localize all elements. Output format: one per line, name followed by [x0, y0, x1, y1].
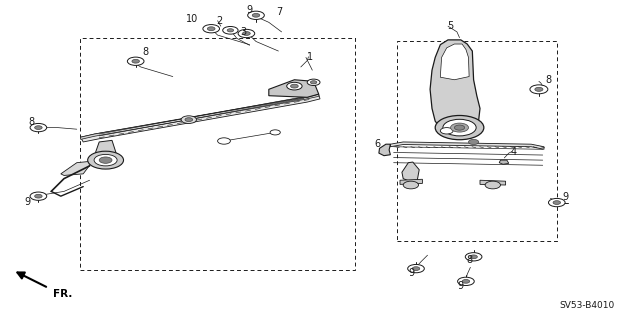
Text: 10: 10 [186, 14, 198, 24]
Text: FR.: FR. [53, 289, 72, 299]
Circle shape [530, 85, 548, 94]
Circle shape [553, 201, 561, 204]
Text: 6: 6 [374, 139, 381, 149]
Circle shape [35, 194, 42, 198]
Circle shape [470, 255, 477, 259]
Circle shape [243, 32, 250, 35]
Polygon shape [81, 94, 320, 142]
Circle shape [435, 115, 484, 140]
Circle shape [35, 126, 42, 130]
Circle shape [30, 192, 47, 200]
Circle shape [454, 125, 465, 130]
Circle shape [88, 151, 124, 169]
Circle shape [94, 154, 117, 166]
Text: 8: 8 [142, 47, 148, 57]
Polygon shape [379, 144, 390, 156]
Polygon shape [480, 180, 506, 185]
Circle shape [252, 13, 260, 17]
Circle shape [185, 118, 193, 122]
Circle shape [462, 279, 470, 283]
Polygon shape [390, 142, 544, 149]
Circle shape [238, 29, 255, 38]
Circle shape [403, 181, 419, 189]
Text: 4: 4 [511, 147, 517, 158]
Polygon shape [81, 94, 319, 139]
Circle shape [443, 119, 476, 136]
Polygon shape [93, 140, 118, 160]
Circle shape [223, 26, 238, 34]
Text: 7: 7 [276, 7, 283, 17]
Circle shape [207, 27, 215, 31]
Text: 2: 2 [216, 16, 223, 26]
Circle shape [30, 123, 47, 132]
Circle shape [307, 79, 320, 85]
Polygon shape [440, 44, 469, 80]
Text: 9: 9 [562, 192, 568, 202]
Circle shape [310, 81, 317, 84]
Text: 9: 9 [24, 197, 31, 207]
Circle shape [451, 123, 468, 132]
Circle shape [412, 267, 420, 271]
Text: 8: 8 [29, 117, 35, 127]
Circle shape [287, 82, 302, 90]
Circle shape [132, 59, 140, 63]
Circle shape [248, 11, 264, 19]
Text: 9: 9 [458, 280, 464, 291]
Circle shape [227, 29, 234, 32]
Circle shape [535, 87, 543, 91]
Circle shape [468, 139, 479, 145]
Circle shape [127, 57, 144, 65]
Polygon shape [499, 160, 509, 164]
Circle shape [408, 264, 424, 273]
Text: 8: 8 [545, 75, 552, 85]
Circle shape [203, 25, 220, 33]
Text: SV53-B4010: SV53-B4010 [559, 301, 614, 310]
Polygon shape [400, 179, 422, 184]
Text: 8: 8 [466, 255, 472, 265]
Circle shape [458, 277, 474, 286]
Text: 1: 1 [307, 52, 314, 63]
Text: 9: 9 [246, 5, 253, 15]
Circle shape [548, 198, 565, 207]
Polygon shape [269, 80, 319, 97]
Circle shape [218, 138, 230, 144]
Text: 3: 3 [240, 27, 246, 37]
Circle shape [465, 253, 482, 261]
Polygon shape [402, 162, 419, 181]
Circle shape [99, 157, 112, 163]
Circle shape [181, 116, 196, 123]
Text: 5: 5 [447, 21, 453, 31]
Circle shape [440, 128, 453, 134]
Circle shape [291, 84, 298, 88]
Text: 9: 9 [408, 268, 415, 278]
Circle shape [485, 181, 500, 189]
Polygon shape [61, 161, 93, 175]
Circle shape [270, 130, 280, 135]
Polygon shape [430, 40, 480, 131]
